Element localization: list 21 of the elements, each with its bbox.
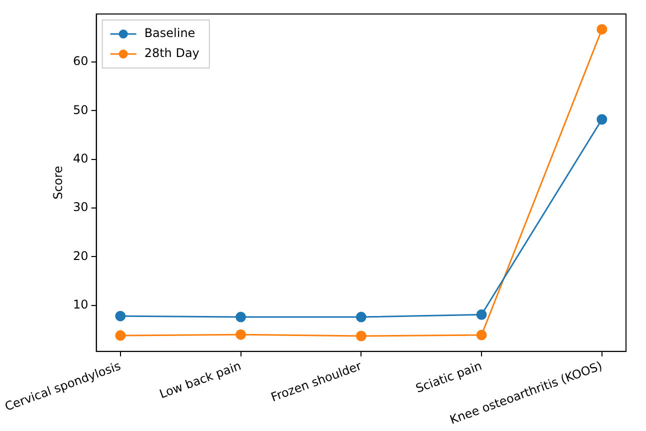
- point: [115, 330, 126, 341]
- y-tick-label: 20: [73, 248, 88, 263]
- y-tick-label: 40: [73, 151, 88, 166]
- point: [356, 312, 366, 322]
- y-axis-title: Score: [50, 166, 65, 200]
- point: [236, 312, 246, 322]
- legend-label: Baseline: [144, 26, 196, 40]
- y-tick-label: 10: [73, 297, 88, 312]
- legend-label: 28th Day: [144, 46, 200, 60]
- y-tick-label: 60: [73, 54, 88, 68]
- x-tick-label: Sciatic pain: [414, 358, 484, 396]
- point: [596, 24, 608, 35]
- point: [356, 330, 366, 342]
- y-tick-label: 30: [73, 200, 88, 214]
- y-tick-label: 50: [73, 102, 88, 117]
- point: [476, 330, 487, 340]
- x-tick-label: Low back pain: [158, 358, 243, 402]
- point: [115, 310, 126, 322]
- point: [476, 309, 487, 320]
- point: [236, 329, 246, 340]
- point: [596, 114, 608, 125]
